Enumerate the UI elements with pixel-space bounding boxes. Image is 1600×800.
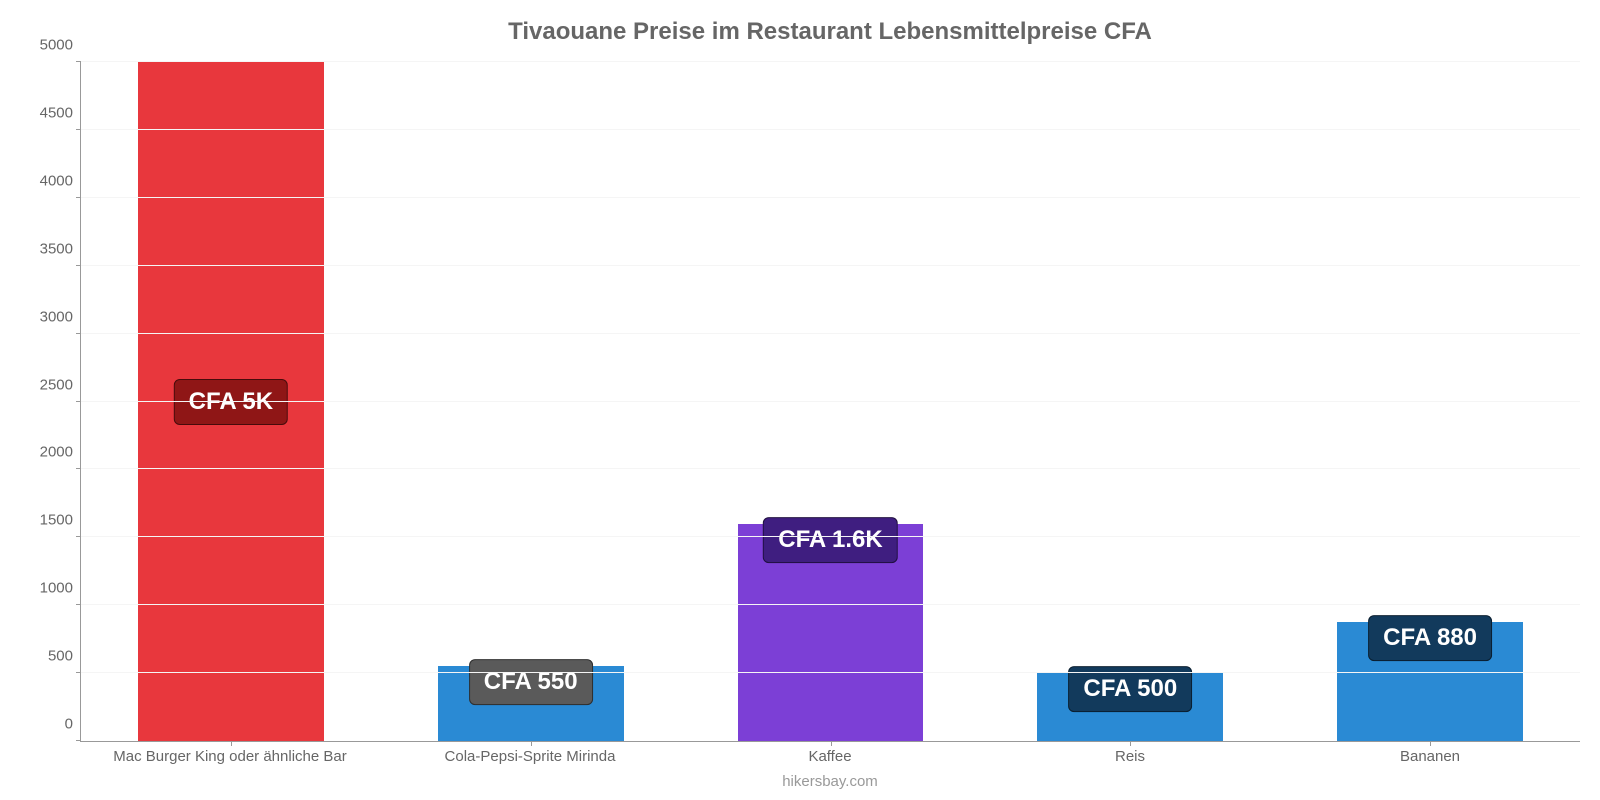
bar: CFA 500 (1037, 673, 1223, 741)
y-tick-label: 4500 (40, 104, 81, 121)
gridline (81, 265, 1580, 266)
x-tick-mark (831, 741, 832, 746)
plot-area: CFA 5KCFA 550CFA 1.6KCFA 500CFA 880 0500… (80, 62, 1580, 742)
y-tick-mark (76, 604, 81, 605)
x-tick-mark (1430, 741, 1431, 746)
bar: CFA 5K (138, 62, 324, 741)
y-tick-mark (76, 265, 81, 266)
bar-value-badge: CFA 880 (1368, 615, 1492, 661)
y-tick-label: 5000 (40, 37, 81, 54)
y-tick-label: 1500 (40, 512, 81, 529)
gridline (81, 536, 1580, 537)
y-tick-label: 4000 (40, 172, 81, 189)
bar-value-badge: CFA 1.6K (763, 517, 897, 563)
bar: CFA 550 (438, 666, 624, 741)
bar-value-badge: CFA 550 (469, 659, 593, 705)
gridline (81, 197, 1580, 198)
y-tick-mark (76, 61, 81, 62)
y-tick-label: 0 (65, 716, 81, 733)
y-tick-label: 500 (48, 648, 81, 665)
bar: CFA 880 (1337, 622, 1523, 742)
gridline (81, 468, 1580, 469)
gridline (81, 333, 1580, 334)
y-tick-mark (76, 536, 81, 537)
y-tick-mark (76, 197, 81, 198)
y-tick-label: 3500 (40, 240, 81, 257)
gridline (81, 604, 1580, 605)
y-tick-label: 2500 (40, 376, 81, 393)
bar-slot: CFA 550 (381, 62, 681, 741)
x-tick-mark (1130, 741, 1131, 746)
gridline (81, 61, 1580, 62)
bar-value-badge: CFA 5K (174, 379, 288, 425)
y-tick-mark (76, 129, 81, 130)
y-tick-mark (76, 401, 81, 402)
bar-slot: CFA 500 (980, 62, 1280, 741)
chart-title: Tivaouane Preise im Restaurant Lebensmit… (80, 10, 1580, 62)
bar-slot: CFA 880 (1280, 62, 1580, 741)
x-tick-mark (531, 741, 532, 746)
y-tick-mark (76, 468, 81, 469)
x-tick-mark (231, 741, 232, 746)
bar-slot: CFA 5K (81, 62, 381, 741)
gridline (81, 129, 1580, 130)
y-tick-mark (76, 333, 81, 334)
y-tick-mark (76, 672, 81, 673)
y-tick-label: 1000 (40, 580, 81, 597)
gridline (81, 401, 1580, 402)
y-tick-label: 3000 (40, 308, 81, 325)
bar: CFA 1.6K (738, 524, 924, 741)
bar-slot: CFA 1.6K (681, 62, 981, 741)
y-tick-mark (76, 740, 81, 741)
chart-container: Tivaouane Preise im Restaurant Lebensmit… (0, 0, 1600, 800)
gridline (81, 672, 1580, 673)
bars-row: CFA 5K CFA 550 CFA 1.6K CFA 500 CFA 880 (81, 62, 1580, 741)
y-tick-label: 2000 (40, 444, 81, 461)
chart-credit: hikersbay.com (80, 765, 1580, 790)
bar-value-badge: CFA 500 (1068, 666, 1192, 712)
